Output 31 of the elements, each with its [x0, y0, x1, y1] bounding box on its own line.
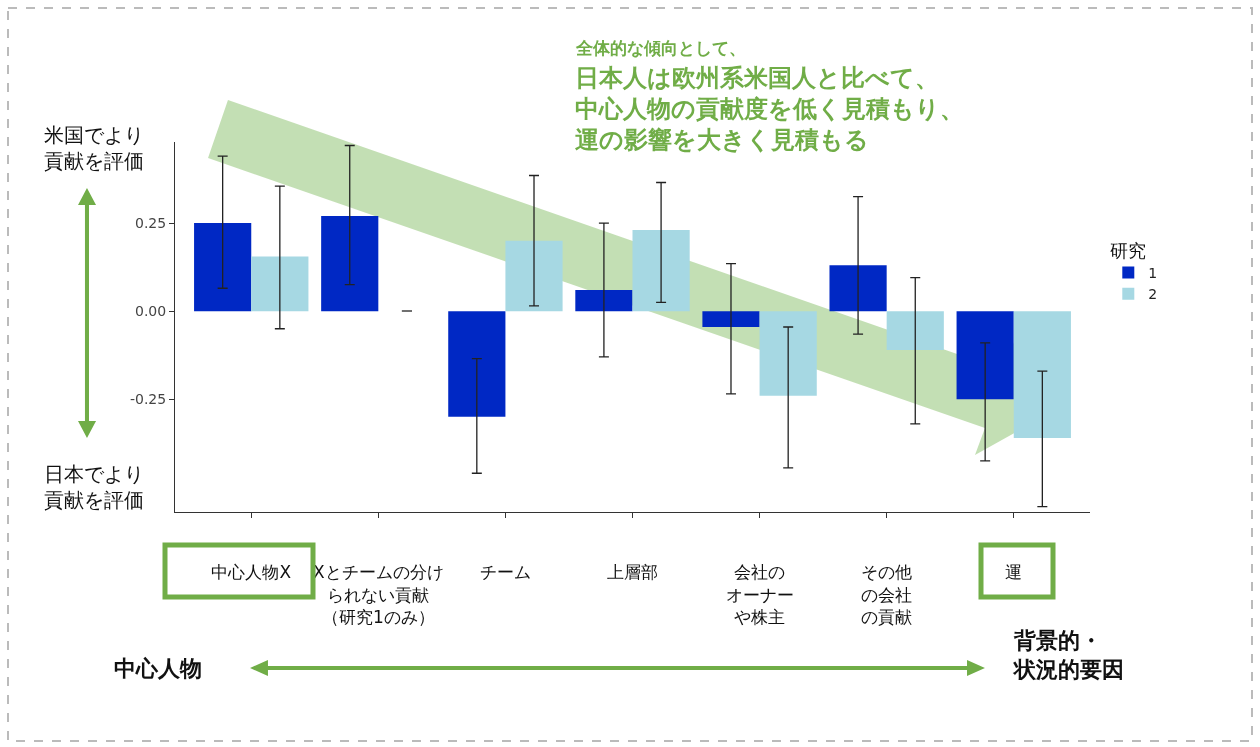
- bar: [448, 311, 506, 417]
- bar: [1013, 311, 1071, 438]
- legend-label: 2: [1148, 286, 1158, 303]
- text: 米国でより貢献を評価: [44, 123, 144, 173]
- bar: [632, 230, 690, 312]
- x-tick-label: 上層部: [607, 562, 658, 583]
- y-tick-label: 0.00: [135, 303, 167, 320]
- bar: [829, 265, 887, 312]
- y-tick-label: 0.25: [135, 214, 167, 231]
- bar: [251, 256, 309, 312]
- text: 中心人物: [114, 656, 202, 681]
- chart-title: 全体的な傾向として、: [575, 38, 746, 58]
- chart-subtitle: 日本人は欧州系米国人と比べて、中心人物の貢献度を低く見積もり、運の影響を大きく見積もる: [575, 64, 964, 155]
- x-tick-label: 会社のオーナーや株主: [725, 562, 794, 627]
- x-tick-label: 運: [1005, 562, 1023, 583]
- y-tick-label: -0.25: [129, 391, 167, 408]
- bar: [194, 223, 252, 312]
- x-tick-label: チーム: [479, 562, 531, 583]
- legend-label: 1: [1148, 264, 1158, 281]
- bar: [702, 311, 760, 327]
- bar: [505, 240, 563, 312]
- bar: [575, 290, 633, 312]
- legend-title: 研究: [1110, 239, 1147, 261]
- bar: [321, 216, 379, 312]
- bar: [759, 311, 817, 396]
- bar: [886, 311, 944, 350]
- x-tick-label: その他の会社の貢献: [861, 562, 913, 627]
- text: 日本でより貢献を評価: [44, 462, 144, 512]
- text: 背景的・状況的要因: [1012, 628, 1124, 682]
- bar: [956, 311, 1014, 400]
- x-tick-label: 中心人物X: [211, 562, 292, 583]
